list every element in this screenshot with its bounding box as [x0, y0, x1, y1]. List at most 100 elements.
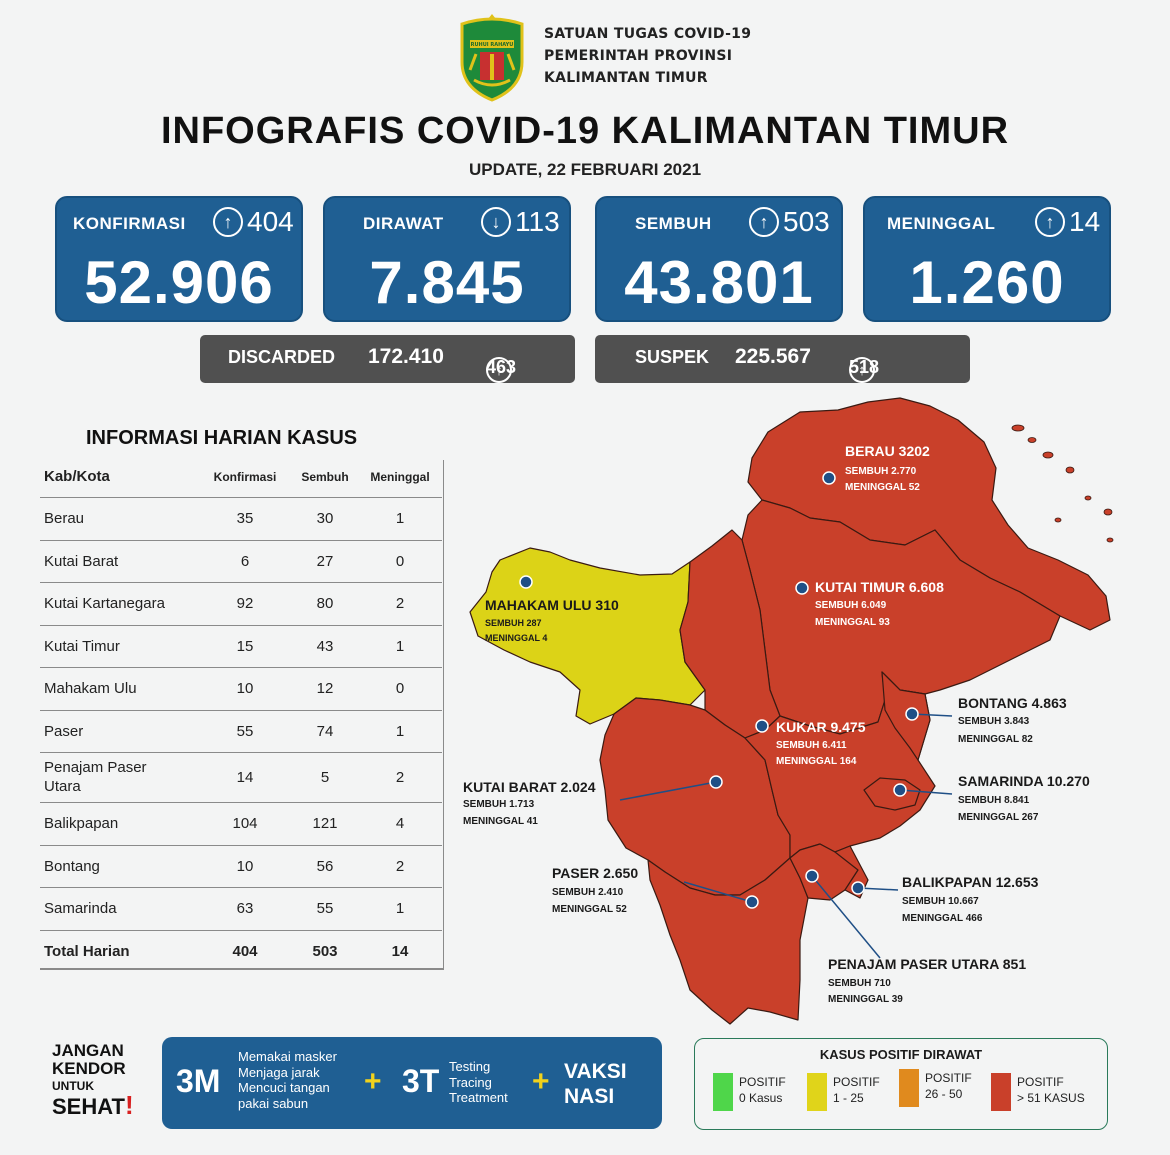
label-kutim-name: KUTAI TIMUR 6.608: [815, 579, 944, 595]
card-value: 43.801: [624, 249, 814, 316]
header-meninggal: Meninggal: [370, 470, 430, 484]
3m-item: Memakai masker: [238, 1049, 337, 1064]
legend-text: POSITIF 0 Kasus: [739, 1075, 786, 1105]
row-meninggal: 0: [395, 680, 405, 697]
label-berau-meninggal: MENINGGAL 52: [845, 482, 920, 493]
label-3m: 3M: [176, 1063, 221, 1099]
card-value: 7.845: [369, 249, 525, 316]
row-name: Paser: [44, 722, 84, 740]
table-row: Paser 55 74 1: [40, 711, 442, 753]
dot-paser: [745, 895, 759, 909]
label-kukar-name: KUKAR 9.475: [776, 719, 866, 735]
row-name: Kutai Timur: [44, 637, 120, 655]
slogan-untuk: UNTUK: [52, 1078, 94, 1093]
label-paser-sembuh: SEMBUH 2.410: [552, 887, 624, 898]
label-mahulu-sembuh: SEMBUH 287: [485, 618, 542, 628]
arrow-down-icon: ↓: [481, 207, 511, 237]
dot-berau: [822, 471, 836, 485]
table-row: Berau 35 30 1: [40, 498, 442, 541]
row-sembuh: 74: [316, 722, 334, 740]
label-balikpapan-meninggal: MENINGGAL 466: [902, 913, 983, 924]
label-berau-sembuh: SEMBUH 2.770: [845, 466, 917, 477]
3m-list: Memakai masker Menjaga jarak Mencuci tan…: [238, 1049, 337, 1111]
legend-swatch-green: [713, 1073, 733, 1111]
dot-samarinda: [893, 783, 907, 797]
legend-swatch-red: [991, 1073, 1011, 1111]
row-sembuh: 121: [312, 815, 338, 832]
plus-sign: +: [532, 1065, 550, 1098]
row-sembuh: 55: [316, 900, 334, 917]
label-bontang-sembuh: SEMBUH 3.843: [958, 716, 1030, 727]
total-sembuh: 503: [312, 942, 338, 960]
row-konfirmasi: 104: [232, 815, 258, 832]
label-ppu-name: PENAJAM PASER UTARA 851: [828, 956, 1026, 972]
table-row: Samarinda 63 55 1: [40, 888, 442, 931]
row-name: Berau: [44, 510, 85, 527]
discarded-label: DISCARDED: [228, 347, 336, 367]
row-konfirmasi: 10: [236, 680, 254, 697]
total-konfirmasi: 404: [232, 942, 258, 960]
label-bontang-meninggal: MENINGGAL 82: [958, 734, 1033, 745]
table-row: Kutai Kartanegara 92 80 2: [40, 583, 442, 626]
card-label: MENINGGAL: [887, 214, 996, 233]
row-name: Balikpapan: [44, 815, 119, 832]
dot-mahakam-ulu: [519, 575, 533, 589]
slogan-sehat: SEHAT: [52, 1094, 125, 1120]
arrow-up-icon: ↑: [849, 357, 875, 383]
org-line-3: KALIMANTAN TIMUR: [544, 70, 708, 86]
label-paser-name: PASER 2.650: [552, 865, 638, 881]
discarded-value: 172.410: [368, 345, 444, 368]
row-meninggal: 2: [395, 595, 405, 612]
logo-motto: RUHUI RAHAYU: [471, 42, 514, 48]
card-sembuh: SEMBUH ↑ 503 43.801: [595, 196, 843, 322]
label-mahulu-name: MAHAKAM ULU 310: [485, 597, 619, 613]
label-mahulu-meninggal: MENINGGAL 4: [485, 633, 547, 643]
label-kukar-sembuh: SEMBUH 6.411: [776, 740, 847, 751]
label-kubar-name: KUTAI BARAT 2.024: [463, 779, 596, 795]
table-row: Bontang 10 56 2: [40, 846, 442, 888]
row-meninggal: 2: [395, 857, 405, 875]
table-header-row: Kab/Kota Konfirmasi Sembuh Meninggal: [40, 460, 442, 498]
table-row: Kutai Timur 15 43 1: [40, 626, 442, 668]
legend-text: POSITIF > 51 KASUS: [1017, 1075, 1085, 1105]
card-konfirmasi: KONFIRMASI ↑ 404 52.906: [55, 196, 303, 322]
card-delta: ↑ 503: [749, 206, 830, 238]
row-name: Penajam Paser Utara: [44, 759, 147, 795]
header-konfirmasi: Konfirmasi: [213, 470, 277, 484]
row-konfirmasi: 6: [240, 552, 250, 570]
dot-balikpapan: [851, 881, 865, 895]
prevention-banner: 3M Memakai masker Menjaga jarak Mencuci …: [162, 1037, 662, 1129]
row-konfirmasi: 35: [236, 510, 254, 527]
slogan-kendor: KENDOR: [52, 1058, 126, 1078]
discarded-bar: DISCARDED 172.410 ↑ 463: [200, 335, 575, 383]
arrow-up-icon: ↑: [486, 357, 512, 383]
slogan-block: JANGAN KENDOR UNTUK SEHAT!: [52, 1042, 142, 1120]
row-sembuh: 27: [316, 552, 334, 570]
label-samarinda-meninggal: MENINGGAL 267: [958, 812, 1039, 823]
slogan-exclaim: !: [124, 1090, 134, 1121]
header-sembuh: Sembuh: [301, 470, 349, 484]
discarded-delta-value: 463: [486, 357, 517, 377]
dot-kukar: [755, 719, 769, 733]
row-meninggal: 0: [395, 552, 405, 570]
row-sembuh: 56: [316, 857, 334, 875]
label-balikpapan-name: BALIKPAPAN 12.653: [902, 874, 1039, 890]
row-konfirmasi: 15: [236, 637, 254, 655]
east-kalimantan-map: BERAU 3202 SEMBUH 2.770 MENINGGAL 52 KUT…: [463, 397, 1114, 1025]
label-samarinda-name: SAMARINDA 10.270: [958, 773, 1090, 789]
row-meninggal: 1: [395, 637, 405, 655]
row-meninggal: 1: [395, 900, 405, 917]
total-meninggal: 14: [391, 942, 409, 960]
label-samarinda-sembuh: SEMBUH 8.841: [958, 795, 1030, 806]
arrow-up-icon: ↑: [749, 207, 779, 237]
slogan-jangan: JANGAN: [52, 1041, 124, 1060]
table-total-row: Total Harian 404 503 14: [40, 931, 442, 974]
card-delta-value: 14: [1069, 206, 1101, 237]
row-name: Samarinda: [44, 900, 117, 917]
row-sembuh: 12: [316, 680, 334, 697]
suspek-value: 225.567: [735, 345, 811, 368]
label-kukar-meninggal: MENINGGAL 164: [776, 756, 857, 767]
row-sembuh: 5: [320, 769, 330, 786]
table-row: Penajam Paser Utara 14 5 2: [40, 753, 442, 803]
label-bontang-name: BONTANG 4.863: [958, 695, 1067, 711]
